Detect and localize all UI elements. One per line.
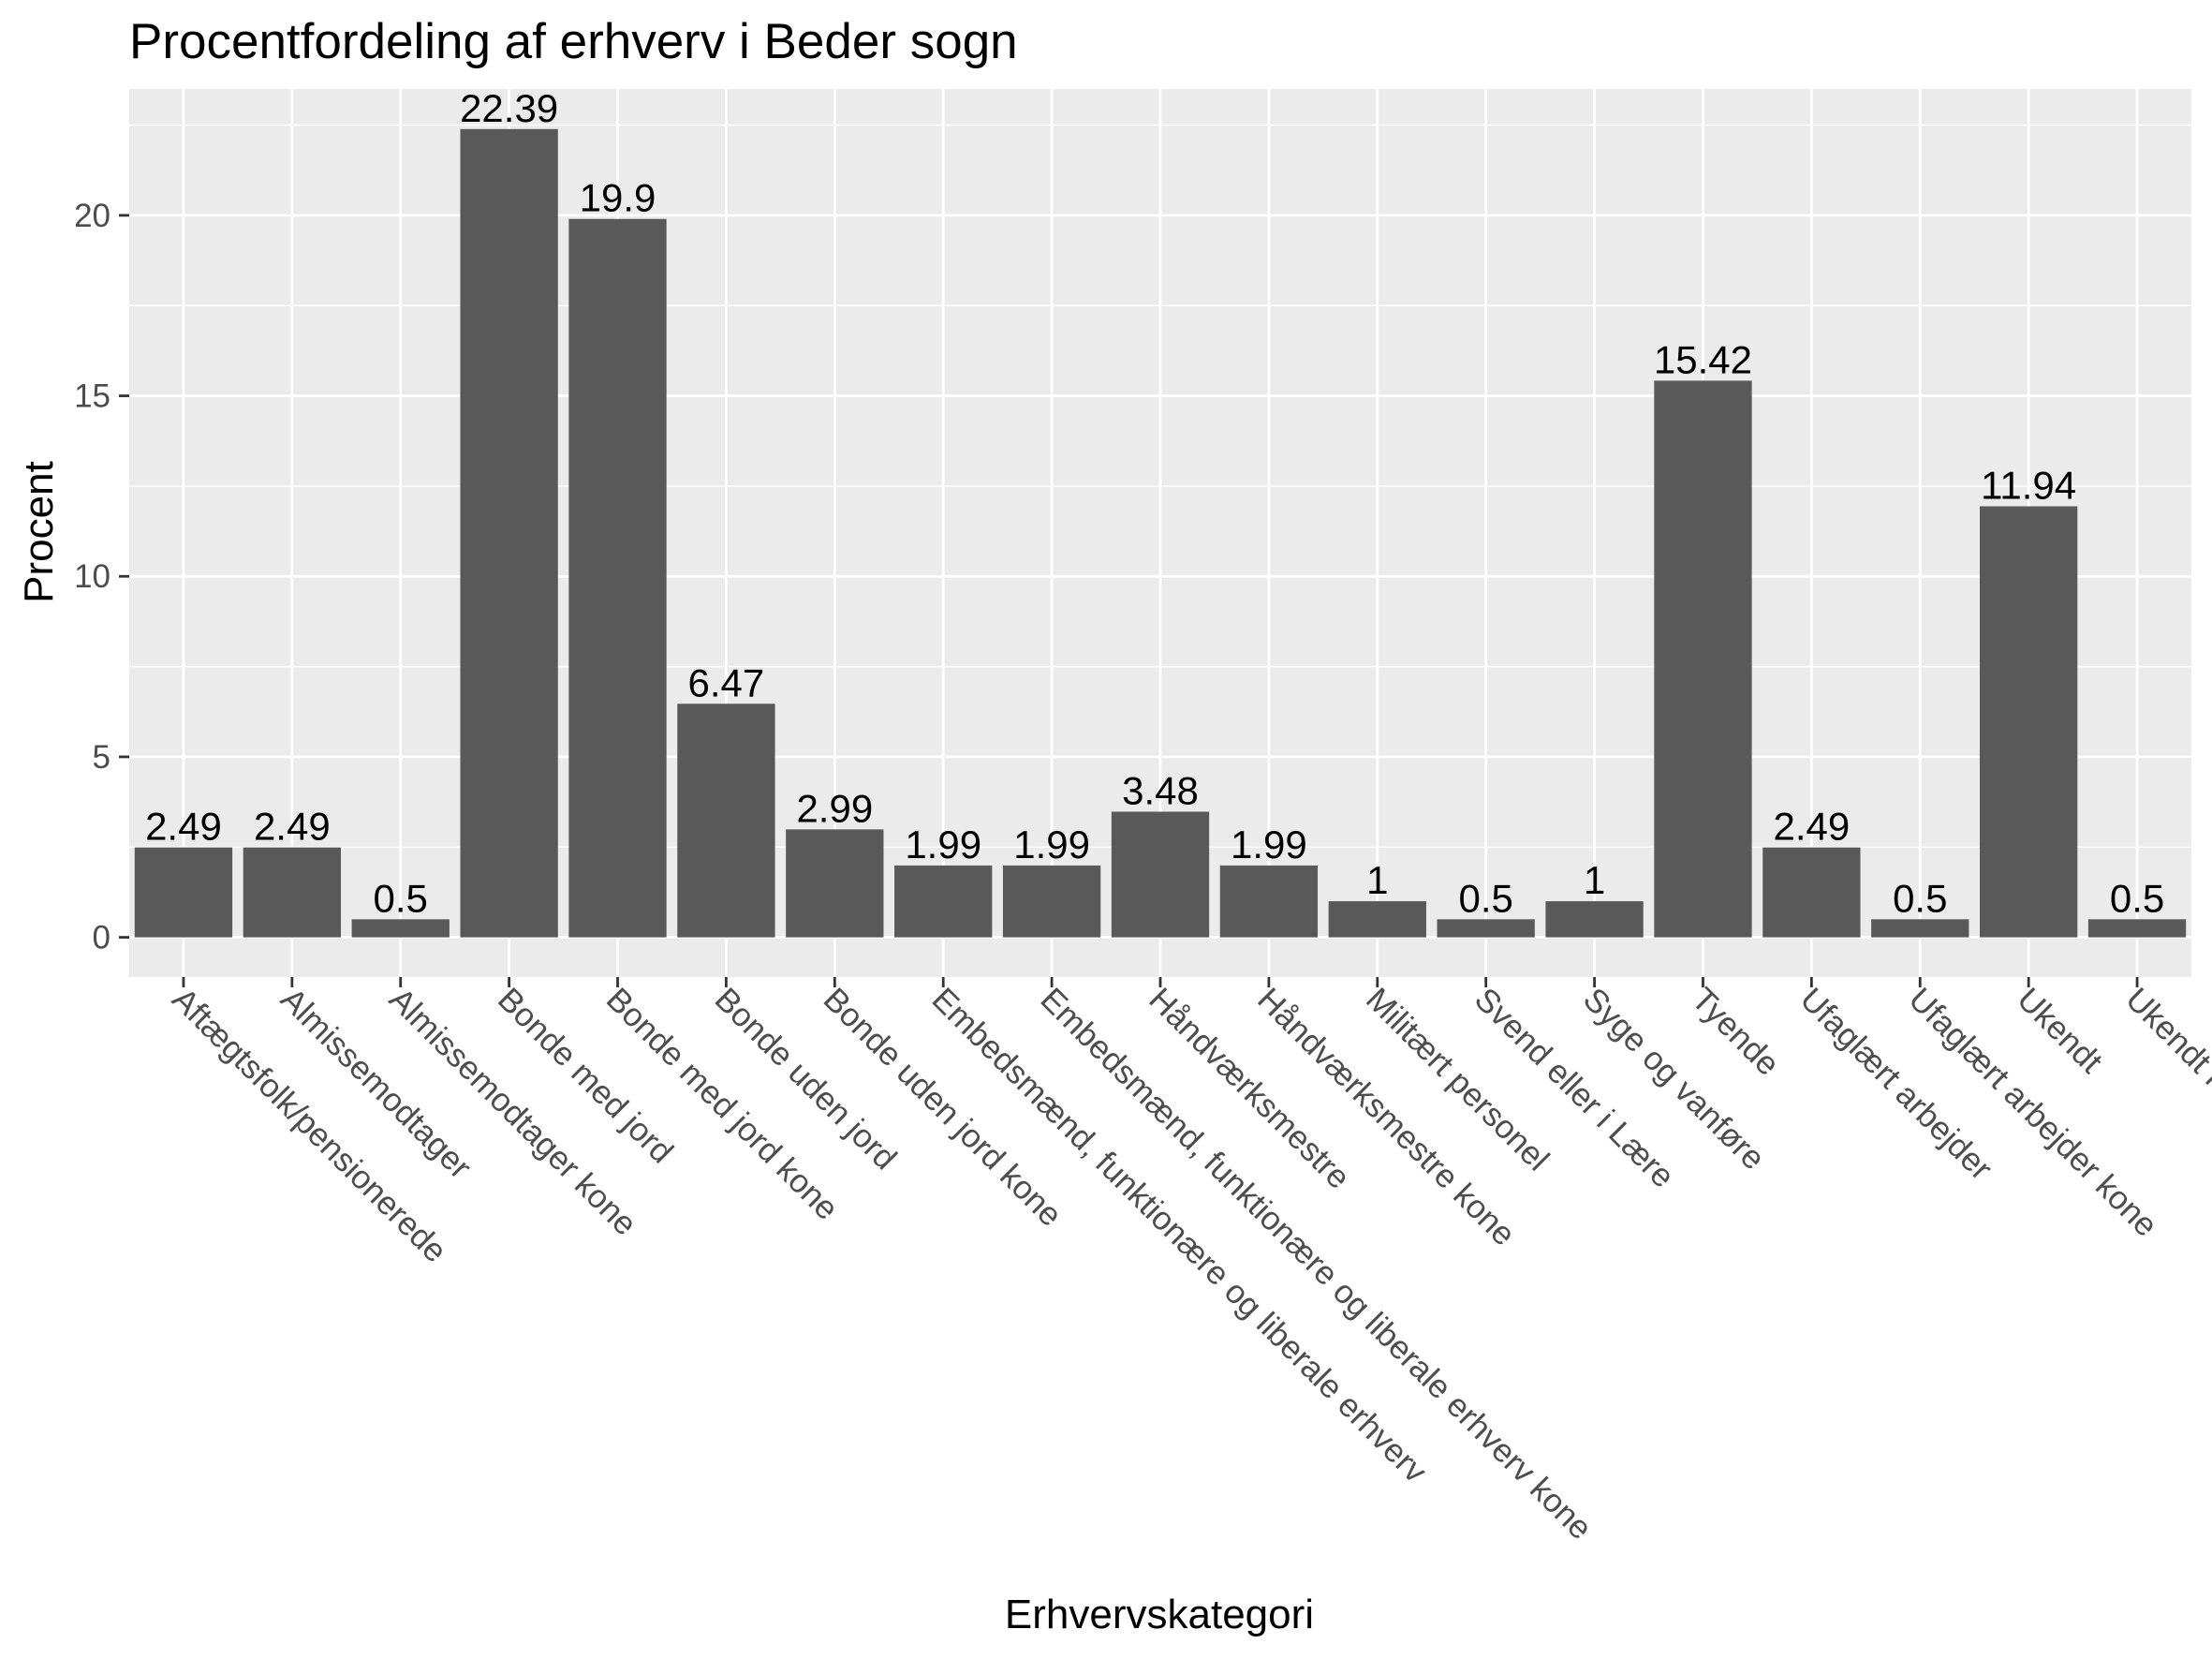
y-tick-label: 0 bbox=[93, 920, 111, 956]
bar bbox=[134, 847, 233, 938]
bar-value-label: 22.39 bbox=[460, 86, 558, 130]
bars bbox=[134, 128, 2187, 938]
bar bbox=[1437, 919, 1535, 938]
x-tick-label: Ukendt kone bbox=[2118, 981, 2212, 1137]
chart-title: Procentfordeling af erhverv i Beder sogn bbox=[129, 14, 1018, 69]
bar-value-label: 1.99 bbox=[1231, 822, 1307, 867]
bar bbox=[1871, 919, 1969, 938]
bar-value-label: 11.94 bbox=[1981, 463, 2076, 507]
bar bbox=[1219, 865, 1319, 938]
x-tick-label: Ukendt bbox=[2011, 981, 2110, 1080]
x-tick-label: Svend eller i Lære bbox=[1467, 981, 1681, 1194]
bar-value-label: 0.5 bbox=[374, 876, 428, 920]
bar-value-label: 0.5 bbox=[2110, 876, 2164, 920]
x-tick-label: Militært personel bbox=[1359, 981, 1556, 1178]
bar bbox=[1980, 506, 2078, 938]
y-tick-label: 5 bbox=[93, 739, 111, 776]
bar bbox=[1545, 901, 1644, 938]
bar-value-label: 1.99 bbox=[1013, 822, 1090, 867]
bar-value-label: 2.49 bbox=[145, 805, 222, 849]
bar bbox=[1111, 811, 1210, 938]
x-tick-label: Tyende bbox=[1685, 981, 1787, 1083]
bar bbox=[1002, 865, 1101, 938]
y-axis: 0 5 10 15 20 bbox=[74, 198, 129, 956]
x-axis: Aftægtsfolk/pensioneredeAlmissemodtagerA… bbox=[165, 977, 2212, 1547]
bar-value-label: 2.49 bbox=[254, 805, 331, 849]
x-tick-label: Håndværksmestre bbox=[1142, 981, 1357, 1196]
bar bbox=[2087, 919, 2187, 938]
bar-value-label: 2.49 bbox=[1773, 805, 1850, 849]
y-tick-label: 10 bbox=[74, 558, 111, 595]
bar bbox=[351, 919, 450, 938]
bar-value-label: 1 bbox=[1366, 858, 1388, 902]
bar-value-label: 2.99 bbox=[796, 786, 873, 830]
bar-value-label: 0.5 bbox=[1893, 876, 1947, 920]
y-tick-label: 15 bbox=[74, 378, 111, 415]
x-tick-label: Syge og vanføre bbox=[1576, 981, 1772, 1177]
bar-value-label: 15.42 bbox=[1654, 337, 1752, 381]
x-tick-label: Almissemodtager bbox=[273, 981, 479, 1186]
x-tick-label: Ufaglært arbejder bbox=[1793, 981, 1999, 1187]
bar bbox=[568, 218, 667, 938]
x-tick-label: Embedsmænd, funktionære og liberale erhv… bbox=[925, 981, 1435, 1490]
bar bbox=[243, 847, 341, 938]
x-axis-title: Erhvervskategori bbox=[1005, 1592, 1314, 1637]
bar-value-label: 0.5 bbox=[1458, 876, 1512, 920]
bar-labels: 2.49 2.49 0.5 22.39 19.9 6.47 2.99 1.99 1.99 3.48… bbox=[145, 86, 2164, 921]
bar bbox=[1762, 847, 1861, 938]
bar bbox=[1328, 901, 1426, 938]
y-axis-title: Procent bbox=[16, 461, 62, 603]
bar-value-label: 3.48 bbox=[1122, 769, 1199, 813]
x-tick-label: Bonde uden jord bbox=[708, 981, 904, 1177]
bar-value-label: 6.47 bbox=[688, 660, 765, 704]
bar bbox=[786, 829, 884, 938]
bar bbox=[677, 704, 775, 938]
bar bbox=[460, 128, 558, 938]
bar bbox=[1654, 380, 1752, 938]
bar-value-label: 1 bbox=[1584, 858, 1605, 902]
bar-value-label: 19.9 bbox=[580, 176, 656, 220]
bar-value-label: 1.99 bbox=[905, 822, 981, 867]
y-tick-label: 20 bbox=[74, 198, 111, 234]
bar bbox=[894, 865, 993, 938]
